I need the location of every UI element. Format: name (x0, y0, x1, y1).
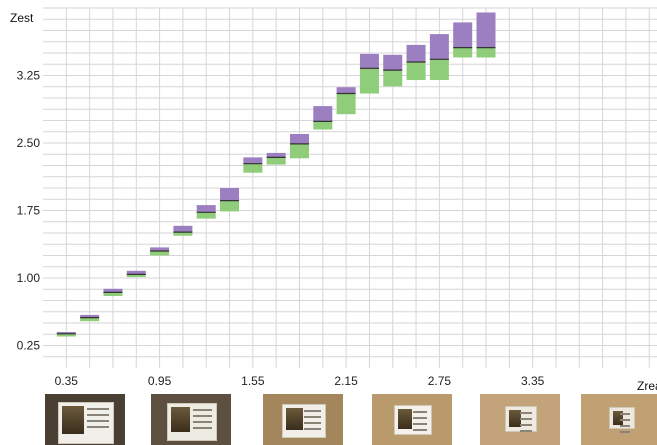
box-upper-quartile (429, 34, 449, 60)
x-axis-title: Zreal (637, 379, 657, 393)
box-item (359, 53, 379, 94)
box-upper-quartile (220, 188, 240, 201)
box-item (453, 22, 473, 58)
box-lower-quartile (406, 62, 426, 80)
box-lower-quartile (220, 200, 240, 212)
box-lower-quartile (150, 251, 170, 256)
box-lower-quartile (243, 163, 263, 173)
box-item (126, 270, 146, 278)
box-item (103, 288, 123, 296)
box-item (196, 205, 216, 219)
thumbnail-image (45, 394, 125, 445)
y-axis-title: Zest (10, 11, 34, 25)
box-item (80, 314, 100, 322)
box-lower-quartile (56, 333, 76, 337)
box-upper-quartile (266, 152, 286, 158)
y-tick-label: 1.75 (17, 204, 41, 218)
box-lower-quartile (80, 317, 100, 322)
box-upper-quartile (453, 22, 473, 48)
grid-lines (43, 7, 657, 368)
thumbnail-image (581, 394, 657, 445)
y-tick-label: 1.00 (17, 271, 41, 285)
y-tick-label: 0.25 (17, 339, 41, 353)
thumbnail-strip (0, 394, 657, 445)
box-upper-quartile (103, 288, 123, 293)
box-item (289, 134, 309, 159)
x-tick-label: 3.35 (521, 374, 545, 388)
box-lower-quartile (476, 47, 496, 58)
x-tick-label: 2.15 (334, 374, 358, 388)
box-lower-quartile (336, 93, 356, 115)
box-item (243, 157, 263, 173)
box-upper-quartile (383, 54, 403, 71)
box-item (173, 225, 193, 236)
box-upper-quartile (173, 225, 193, 233)
x-tick-label: 0.95 (148, 374, 172, 388)
box-item (266, 152, 286, 165)
boxes-group (56, 12, 496, 337)
box-upper-quartile (359, 53, 379, 69)
box-lower-quartile (359, 68, 379, 94)
box-lower-quartile (196, 212, 216, 219)
y-tick-label: 2.50 (17, 136, 41, 150)
box-upper-quartile (80, 314, 100, 318)
box-lower-quartile (429, 59, 449, 80)
x-tick-label: 2.75 (428, 374, 452, 388)
box-upper-quartile (196, 205, 216, 213)
x-tick-label: 1.55 (241, 374, 265, 388)
box-upper-quartile (406, 44, 426, 62)
box-upper-quartile (476, 12, 496, 48)
box-lower-quartile (266, 157, 286, 165)
y-tick-label: 3.25 (17, 69, 41, 83)
box-lower-quartile (313, 121, 333, 130)
box-upper-quartile (243, 157, 263, 164)
box-item (406, 44, 426, 80)
box-item (313, 106, 333, 130)
box-upper-quartile (126, 270, 146, 275)
box-item (336, 87, 356, 115)
box-item (476, 12, 496, 58)
box-lower-quartile (289, 143, 309, 159)
box-upper-quartile (56, 332, 76, 334)
box-upper-quartile (289, 134, 309, 144)
box-item (383, 54, 403, 87)
thumbnail-image (372, 394, 452, 445)
thumbnail-image (263, 394, 343, 445)
box-lower-quartile (453, 47, 473, 58)
box-item (220, 188, 240, 212)
x-tick-label: 0.35 (55, 374, 79, 388)
thumbnail-image (151, 394, 231, 445)
box-upper-quartile (336, 87, 356, 94)
tick-labels: 0.25 1.00 1.75 2.50 3.25 0.35 0.95 1.55 2.15 2.75… (17, 69, 545, 389)
box-lower-quartile (383, 70, 403, 87)
box-upper-quartile (150, 247, 170, 251)
box-upper-quartile (313, 106, 333, 122)
box-lower-quartile (126, 274, 146, 278)
thumbnail-image (480, 394, 560, 445)
box-item (56, 332, 76, 337)
box-lower-quartile (103, 292, 123, 296)
box-item (429, 34, 449, 80)
box-lower-quartile (173, 232, 193, 236)
box-item (150, 247, 170, 256)
